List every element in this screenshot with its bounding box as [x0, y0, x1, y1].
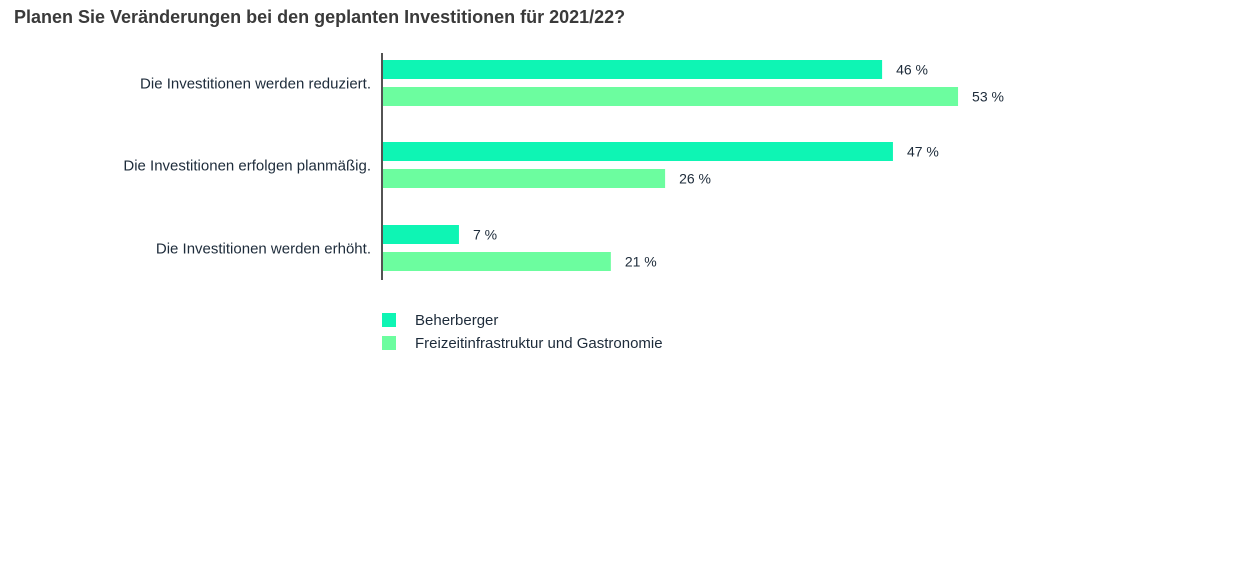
bar-series2-cat1	[383, 87, 959, 106]
bar-series1-cat3	[383, 225, 459, 244]
value-label-series1-cat2: 47 %	[907, 144, 939, 160]
value-label-series2-cat1: 53 %	[972, 89, 1004, 105]
category-label-1: Die Investitionen werden reduziert.	[140, 76, 371, 93]
legend-swatch-1	[382, 313, 396, 327]
legend-label-1: Beherberger	[415, 312, 498, 329]
value-label-series2-cat3: 21 %	[625, 254, 657, 270]
category-label-2: Die Investitionen erfolgen planmäßig.	[123, 158, 371, 175]
value-label-series2-cat2: 26 %	[679, 171, 711, 187]
value-label-series1-cat1: 46 %	[896, 62, 928, 78]
category-label-3: Die Investitionen werden erhöht.	[156, 241, 371, 258]
chart-title: Planen Sie Veränderungen bei den geplant…	[14, 7, 625, 27]
bar-series2-cat2	[383, 169, 666, 188]
legend-label-2: Freizeitinfrastruktur und Gastronomie	[415, 335, 663, 352]
bar-series1-cat1	[383, 60, 883, 79]
value-label-series1-cat3: 7 %	[473, 227, 497, 243]
legend-swatch-2	[382, 336, 396, 350]
bar-series1-cat2	[383, 142, 893, 161]
bar-series2-cat3	[383, 252, 611, 271]
